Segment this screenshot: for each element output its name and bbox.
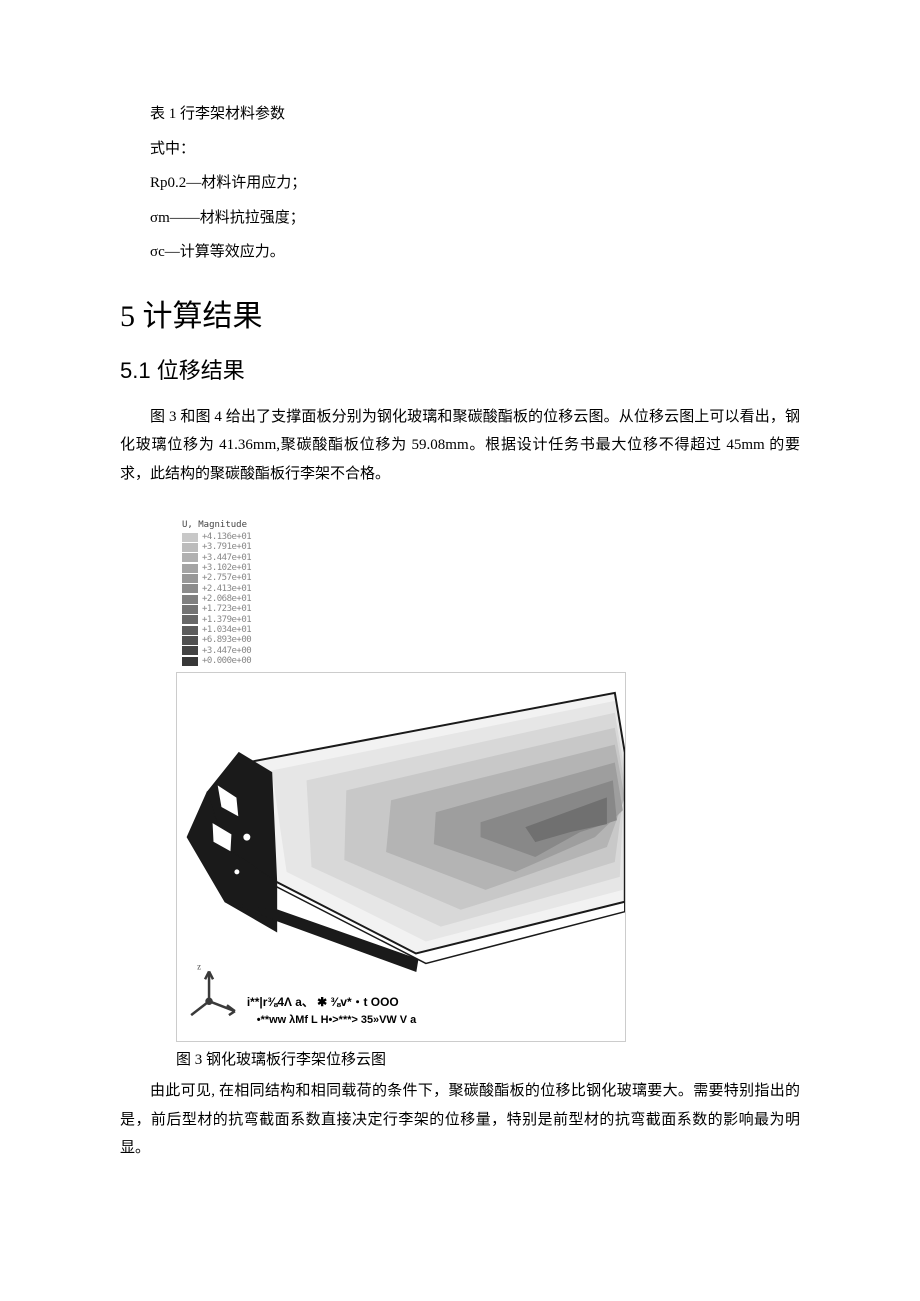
legend-swatch [182, 595, 198, 604]
legend-row: +2.413e+01 [182, 584, 320, 594]
figure-annot-1: i**|r⅜4Λ a、 ✱ ⅜v*・t OOO [247, 996, 399, 1010]
figure-3: U, Magnitude +4.136e+01+3.791e+01+3.447e… [176, 516, 800, 1069]
legend-row: +1.379e+01 [182, 615, 320, 625]
legend-swatch [182, 646, 198, 655]
triad-icon: z [191, 962, 235, 1016]
legend-row: +0.000e+00 [182, 656, 320, 666]
para-5-1-a: 图 3 和图 4 给出了支撑面板分别为钢化玻璃和聚碳酸酯板的位移云图。从位移云图… [120, 403, 800, 489]
figure-3-caption: 图 3 钢化玻璃板行李架位移云图 [176, 1048, 800, 1069]
legend-swatch [182, 615, 198, 624]
legend-value: +0.000e+00 [202, 656, 251, 666]
legend-value: +2.757e+01 [202, 573, 251, 583]
para-5-1-b: 由此可见, 在相同结构和相同载荷的条件下，聚碳酸酯板的位移比钢化玻璃要大。需要特… [120, 1077, 800, 1163]
legend-value: +1.034e+01 [202, 625, 251, 635]
legend-title: U, Magnitude [182, 520, 320, 530]
def-rp02: Rp0.2—材料许用应力； [120, 169, 800, 198]
legend-row: +4.136e+01 [182, 532, 320, 542]
legend-swatch [182, 564, 198, 573]
legend-row: +2.068e+01 [182, 594, 320, 604]
legend-value: +3.791e+01 [202, 542, 251, 552]
def-sigma-m: σm——材料抗拉强度； [120, 204, 800, 233]
legend-value: +2.413e+01 [202, 584, 251, 594]
legend-swatch [182, 605, 198, 614]
table-caption: 表 1 行李架材料参数 [120, 100, 800, 129]
legend-value: +3.447e+00 [202, 646, 251, 656]
legend-swatch [182, 636, 198, 645]
legend-row: +3.102e+01 [182, 563, 320, 573]
legend-swatch [182, 543, 198, 552]
section-5-heading: 5 计算结果 [120, 291, 800, 335]
legend-swatch [182, 584, 198, 593]
figure-3-render: z i**|r⅜4Λ a、 ✱ ⅜v*・t OOO •**ww λMf L H•… [176, 672, 626, 1042]
definitions-intro: 式中： [120, 135, 800, 164]
legend-row: +3.447e+00 [182, 646, 320, 656]
legend-swatch [182, 626, 198, 635]
legend-swatch [182, 657, 198, 666]
legend-value: +4.136e+01 [202, 532, 251, 542]
legend-value: +3.102e+01 [202, 563, 251, 573]
legend-row: +1.034e+01 [182, 625, 320, 635]
legend-swatch [182, 553, 198, 562]
legend-row: +1.723e+01 [182, 604, 320, 614]
legend-value: +2.068e+01 [202, 594, 251, 604]
legend-value: +1.379e+01 [202, 615, 251, 625]
legend-value: +1.723e+01 [202, 604, 251, 614]
legend-row: +3.791e+01 [182, 542, 320, 552]
legend-row: +2.757e+01 [182, 573, 320, 583]
legend-row: +3.447e+01 [182, 553, 320, 563]
legend-value: +3.447e+01 [202, 553, 251, 563]
svg-text:z: z [197, 962, 201, 972]
legend-row: +6.893e+00 [182, 635, 320, 645]
legend-swatch [182, 533, 198, 542]
figure-annot-2: •**ww λMf L H•>***> 35»VW V a [257, 1015, 417, 1027]
section-5-1-heading: 5.1 位移结果 [120, 353, 800, 385]
def-sigma-c: σc—计算等效应力。 [120, 238, 800, 267]
legend-swatch [182, 574, 198, 583]
legend-value: +6.893e+00 [202, 635, 251, 645]
figure-3-legend: U, Magnitude +4.136e+01+3.791e+01+3.447e… [176, 516, 326, 672]
